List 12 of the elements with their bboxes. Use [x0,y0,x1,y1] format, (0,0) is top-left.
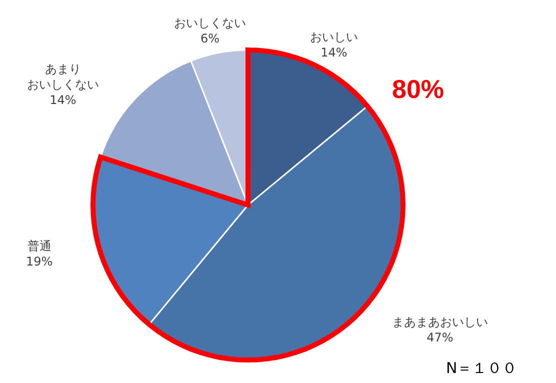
data-label: 6% [200,32,220,46]
text: 80% [392,74,444,104]
data-label: 14% [320,46,348,60]
data-label: 14% [50,93,76,108]
slice-label: 普通 [27,239,52,253]
slice-label: おいしい [310,30,358,44]
slice-label: まあまあおいしい [392,315,488,329]
slice-label: あまりおいしくない [27,62,99,92]
data-label: 47% [426,330,454,345]
text: N＝１００ [446,359,518,377]
slice-label: おいしくない [174,16,246,30]
data-label: 19% [26,254,53,269]
